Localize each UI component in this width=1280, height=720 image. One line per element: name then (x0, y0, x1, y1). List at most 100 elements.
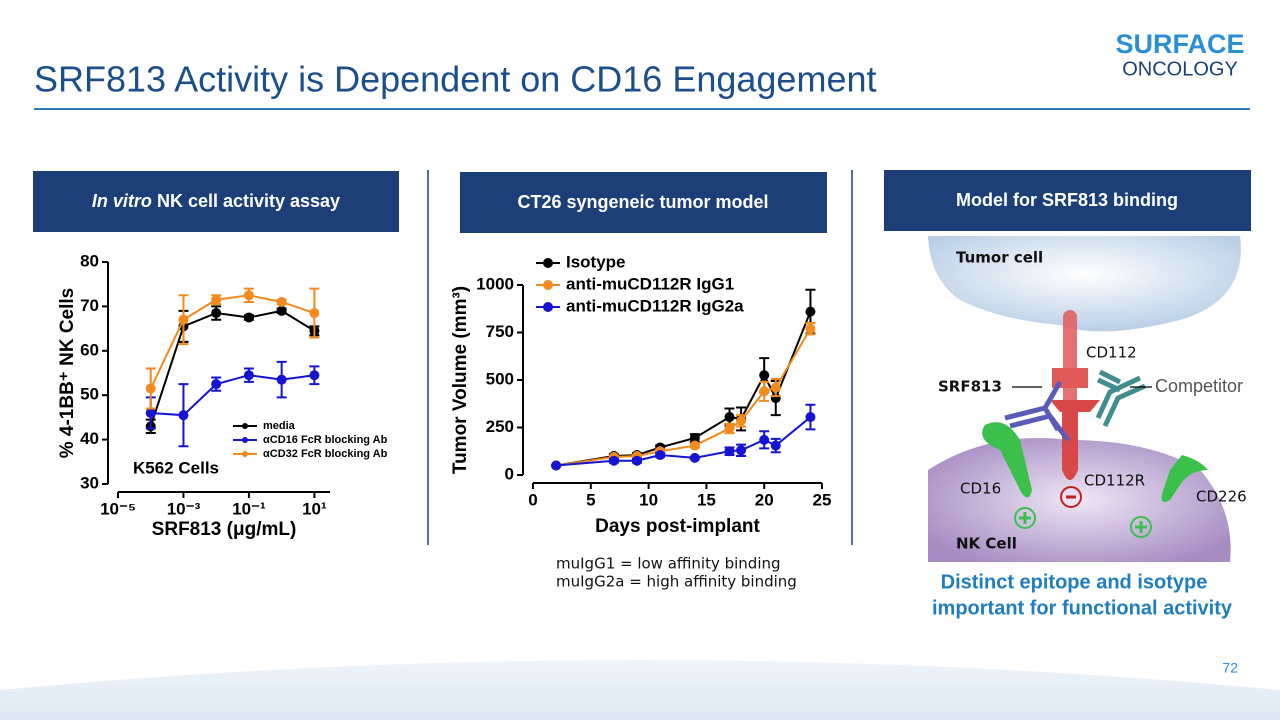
label-competitor: Competitor (1155, 376, 1243, 396)
y-tick-label: 250 (486, 417, 514, 436)
data-point (805, 306, 816, 317)
data-point (724, 412, 735, 423)
x-axis-label: Days post-implant (595, 516, 760, 537)
binding-diagram: Tumor cell CD112 SRF813 Competitor CD16 … (928, 236, 1247, 619)
data-point (145, 407, 156, 418)
data-point (805, 323, 816, 334)
legend-marker (242, 423, 248, 429)
legend-label: αCD16 FcR blocking Ab (263, 434, 388, 446)
panel-header-text: CT26 syngeneic tumor model (517, 192, 768, 212)
data-point (276, 374, 287, 385)
label-cd16: CD16 (960, 480, 1001, 498)
data-point (309, 308, 320, 319)
panel-header (460, 172, 827, 233)
data-point (689, 432, 700, 443)
data-point (655, 450, 666, 461)
panel-header (33, 171, 399, 232)
slide-title: SRF813 Activity is Dependent on CD16 Eng… (34, 59, 876, 100)
legend-label: anti-muCD112R IgG1 (566, 274, 734, 293)
x-tick-label: 10¹ (302, 499, 327, 518)
minus-icon (1060, 486, 1082, 508)
legend-marker (543, 280, 553, 290)
x-axis-label: SRF813 (μg/mL) (152, 519, 297, 540)
legend-marker (242, 451, 248, 457)
label-cd112r: CD112R (1084, 472, 1145, 490)
x-tick-label: 10⁻³ (167, 499, 201, 518)
data-point (736, 415, 747, 426)
y-tick-label: 750 (486, 322, 514, 341)
legend-label: Isotype (566, 252, 626, 271)
cd16 (982, 422, 1032, 498)
y-tick-label: 80 (80, 251, 99, 270)
nk-cell (928, 438, 1231, 562)
series-line (555, 328, 812, 467)
tumor-cell (928, 236, 1241, 332)
x-tick-label: 0 (528, 490, 537, 509)
cd112r (1062, 410, 1078, 480)
y-tick-label: 70 (80, 296, 99, 315)
label-cd226: CD226 (1196, 488, 1247, 506)
y-tick-label: 40 (80, 429, 99, 448)
legend-marker (242, 437, 248, 443)
logo-line1: SURFACE (1115, 29, 1244, 59)
y-tick-label: 30 (80, 473, 99, 492)
series-line (556, 416, 812, 467)
label-tumor-cell: Tumor cell (956, 249, 1043, 267)
data-point (211, 294, 222, 305)
y-axis-label: % 4-1BB⁺ NK Cells (57, 288, 78, 459)
data-point (243, 312, 254, 323)
data-point (770, 440, 781, 451)
data-point (276, 305, 287, 316)
series-line (150, 374, 315, 417)
competitor-antibody (1095, 369, 1147, 428)
annotation: K562 Cells (133, 458, 219, 477)
data-point (211, 379, 222, 390)
caption: Distinct epitope and isotype (941, 571, 1208, 593)
data-point (551, 460, 562, 471)
y-axis-label: Tumor Volume (mm³) (450, 286, 471, 474)
panel-header (884, 170, 1251, 231)
srf813-antibody (1004, 380, 1070, 442)
data-point (689, 440, 700, 451)
x-tick-label: 10 (639, 490, 658, 509)
x-tick-label: 15 (697, 490, 716, 509)
legend-label: anti-muCD112R IgG2a (566, 296, 744, 315)
logo-line2: ONCOLOGY (1122, 58, 1238, 80)
plus-icon (1135, 521, 1147, 533)
legend-label: media (263, 420, 296, 432)
y-tick-label: 1000 (476, 274, 514, 293)
x-tick-label: 20 (755, 490, 774, 509)
data-point (211, 308, 222, 319)
data-point (632, 455, 643, 466)
y-tick-label: 0 (505, 464, 514, 483)
x-tick-label: 10⁻⁵ (100, 499, 136, 518)
data-point (178, 314, 189, 325)
data-point (724, 423, 735, 434)
series-line (149, 309, 315, 427)
cd112r-head (1050, 400, 1100, 412)
legend-label: αCD32 FcR blocking Ab (263, 448, 388, 460)
panel-header-text: In vitro NK cell activity assay (92, 191, 340, 211)
data-point (608, 455, 619, 466)
x-tick-label: 25 (813, 490, 832, 509)
data-point (276, 296, 287, 307)
legend-marker (543, 302, 553, 312)
data-point (805, 412, 816, 423)
data-point (178, 410, 189, 421)
page-number: 72 (1222, 660, 1238, 676)
legend-marker (543, 258, 553, 268)
footer-wave (0, 660, 1280, 720)
x-tick-label: 5 (586, 490, 595, 509)
y-tick-label: 50 (80, 385, 99, 404)
header-italic: In vitro (92, 191, 152, 211)
data-point (770, 382, 781, 393)
data-point (736, 445, 747, 456)
data-point (759, 434, 770, 445)
plus-icon (1014, 507, 1036, 529)
data-point (724, 446, 735, 457)
label-srf813: SRF813 (938, 378, 1002, 396)
data-point (309, 370, 320, 381)
data-point (243, 370, 254, 381)
label-cd112: CD112 (1086, 344, 1137, 362)
